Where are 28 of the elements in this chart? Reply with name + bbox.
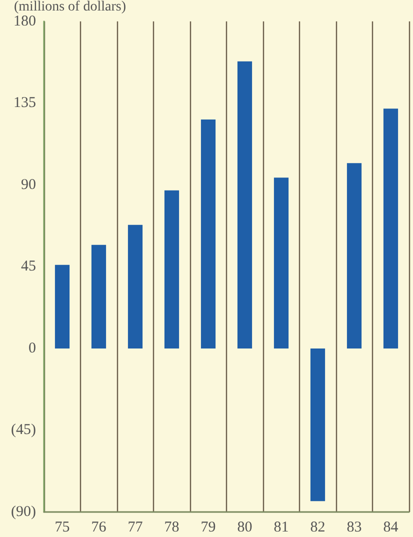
bar <box>91 244 106 348</box>
y-tick-label: 45 <box>21 258 36 275</box>
x-tick-label: 83 <box>346 520 362 536</box>
x-tick-label: 82 <box>310 520 326 536</box>
bar <box>164 190 180 348</box>
x-tick-label: 78 <box>164 520 180 536</box>
bar <box>128 224 143 348</box>
x-tick-label: 76 <box>91 520 107 536</box>
x-tick-label: 84 <box>383 520 399 536</box>
x-tick-label: 75 <box>54 520 70 536</box>
x-tick-label: 80 <box>237 520 252 536</box>
bar <box>54 264 70 348</box>
y-tick-label: 90 <box>21 176 36 193</box>
y-tick-label: 0 <box>28 340 36 356</box>
x-tick-label: 81 <box>274 520 289 536</box>
bar <box>237 61 252 348</box>
y-axis-title: (millions of dollars) <box>14 0 126 14</box>
y-tick-label: (45) <box>11 422 36 438</box>
y-tick-label: 180 <box>14 13 36 30</box>
x-tick-label: 79 <box>200 520 216 536</box>
bar <box>200 120 216 348</box>
bar <box>274 178 289 348</box>
bar <box>383 108 398 348</box>
y-tick-label: (90) <box>11 504 36 520</box>
y-tick-label: 135 <box>14 95 36 112</box>
bar <box>346 163 362 348</box>
x-tick-label: 77 <box>128 520 144 536</box>
bar <box>310 348 326 502</box>
